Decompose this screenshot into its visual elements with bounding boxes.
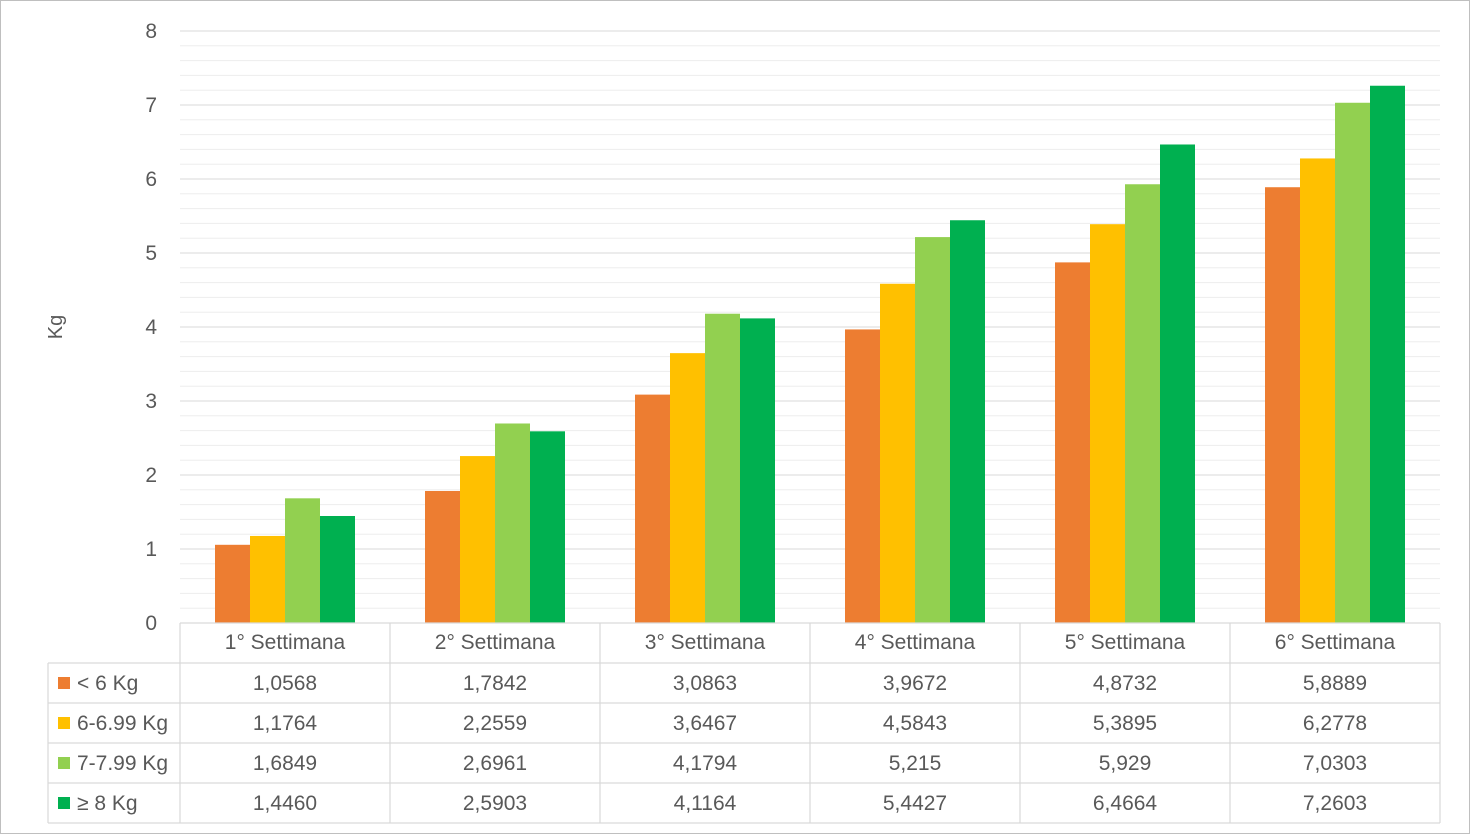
data-label-1-2: 1,7842: [463, 672, 527, 695]
data-label-2-1: 1,1764: [253, 712, 318, 735]
legend-label-4: ≥ 8 Kg: [77, 792, 138, 815]
bar-2-2: [460, 456, 495, 623]
y-tick-label: 2: [145, 464, 157, 487]
data-label-3-1: 1,6849: [253, 752, 317, 775]
bar-4-1: [320, 515, 355, 623]
bar-4-2: [530, 431, 565, 623]
y-tick-label: 1: [145, 538, 157, 561]
data-label-4-1: 1,4460: [253, 792, 317, 815]
y-tick-label: 7: [145, 94, 157, 117]
bar-1-2: [425, 490, 460, 623]
legend-key-3: [58, 757, 70, 769]
category-label: 4° Settimana: [855, 631, 976, 654]
legend-key-1: [58, 677, 70, 689]
y-tick-label: 0: [145, 612, 157, 635]
bar-1-1: [215, 544, 250, 623]
data-label-2-3: 3,6467: [673, 712, 737, 735]
data-label-1-5: 4,8732: [1093, 672, 1157, 695]
category-label: 5° Settimana: [1065, 631, 1186, 654]
data-label-1-4: 3,9672: [883, 672, 947, 695]
bar-3-2: [495, 423, 530, 623]
legend-label-3: 7-7.99 Kg: [77, 752, 168, 775]
legend-key-2: [58, 717, 70, 729]
bar-3-1: [285, 498, 320, 623]
data-label-4-4: 5,4427: [883, 792, 947, 815]
bar-2-4: [880, 283, 915, 623]
category-label: 3° Settimana: [645, 631, 766, 654]
data-label-4-5: 6,4664: [1093, 792, 1158, 815]
data-label-3-2: 2,6961: [463, 752, 527, 775]
bar-1-3: [635, 394, 670, 623]
data-label-2-6: 6,2778: [1303, 712, 1367, 735]
legend-key-4: [58, 797, 70, 809]
bar-2-6: [1300, 158, 1335, 623]
category-label: 6° Settimana: [1275, 631, 1396, 654]
data-label-4-6: 7,2603: [1303, 792, 1367, 815]
data-label-2-5: 5,3895: [1093, 712, 1157, 735]
y-tick-label: 3: [145, 390, 157, 413]
data-label-3-5: 5,929: [1099, 752, 1152, 775]
legend-label-2: 6-6.99 Kg: [77, 712, 168, 735]
bar-3-3: [705, 313, 740, 623]
data-label-1-1: 1,0568: [253, 672, 317, 695]
y-tick-label: 8: [145, 20, 157, 43]
data-label-3-4: 5,215: [889, 752, 942, 775]
y-tick-label: 5: [145, 242, 157, 265]
bar-4-6: [1370, 85, 1405, 624]
y-tick-label: 6: [145, 168, 157, 191]
y-axis-label: Kg: [45, 315, 67, 339]
bar-2-5: [1090, 224, 1125, 623]
y-tick-label: 4: [145, 316, 157, 339]
bar-1-5: [1055, 262, 1090, 623]
category-label: 2° Settimana: [435, 631, 556, 654]
bar-3-5: [1125, 184, 1160, 623]
legend-label-1: < 6 Kg: [77, 672, 138, 695]
bar-1-6: [1265, 187, 1300, 623]
data-label-3-6: 7,0303: [1303, 752, 1367, 775]
bar-3-4: [915, 237, 950, 623]
bar-4-5: [1160, 144, 1195, 624]
data-label-4-2: 2,5903: [463, 792, 527, 815]
bar-4-4: [950, 220, 985, 623]
data-label-3-3: 4,1794: [673, 752, 738, 775]
bar-2-1: [250, 535, 285, 623]
bar-4-3: [740, 318, 775, 623]
data-label-1-3: 3,0863: [673, 672, 737, 695]
data-label-1-6: 5,8889: [1303, 672, 1367, 695]
data-label-2-4: 4,5843: [883, 712, 947, 735]
bar-3-6: [1335, 102, 1370, 623]
bar-1-4: [845, 329, 880, 623]
data-label-2-2: 2,2559: [463, 712, 527, 735]
bar-2-3: [670, 353, 705, 623]
data-label-4-3: 4,1164: [674, 792, 737, 815]
category-label: 1° Settimana: [225, 631, 346, 654]
